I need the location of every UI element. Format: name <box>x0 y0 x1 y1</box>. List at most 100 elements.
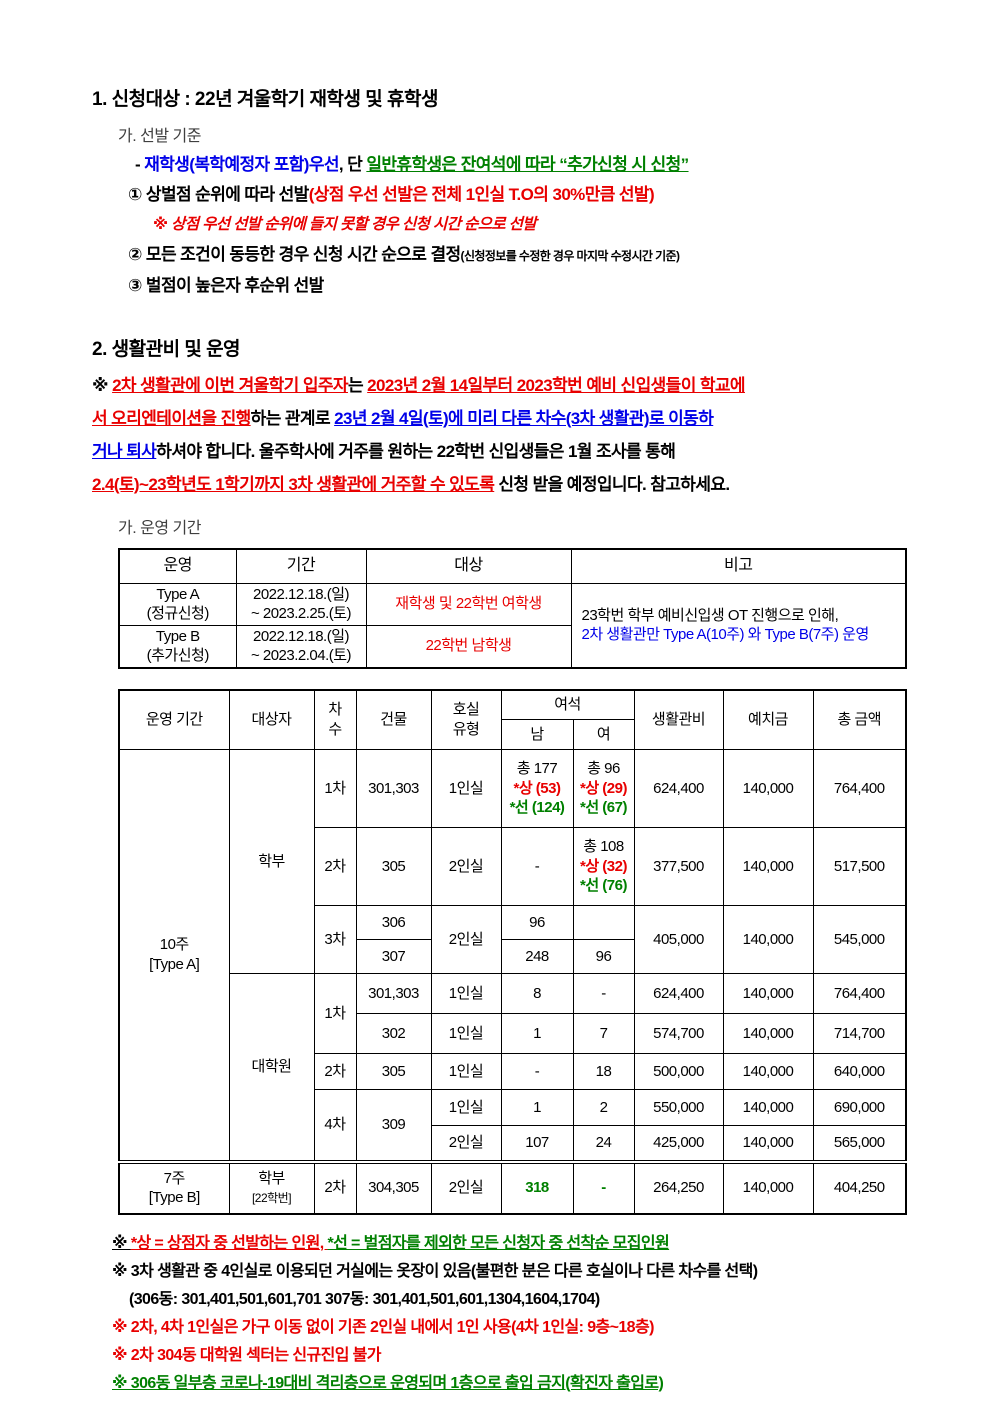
cell-male: 1 <box>500 1013 574 1054</box>
cell-room: 2인실 <box>430 1159 502 1214</box>
cell-undergrad: 학부 <box>228 749 315 974</box>
footnote-quarantine: ※ 306동 일부층 코로나-19대비 격리층으로 운영되며 1층으로 출입 금… <box>112 1374 664 1392</box>
cell-female: 2 <box>572 1089 635 1126</box>
cell-total: 565,000 <box>812 1125 907 1162</box>
cell-group-type-b: 7주 [Type B] <box>118 1159 230 1214</box>
fees-header-row-1: 운영 기간 대상자 차 수 건물 호실 유형 여석 생활관비 예치금 총 금액 <box>118 689 907 750</box>
table-row: 2차 305 2인실 - 총 108 *상 (32) *선 (76) 377,500… <box>119 827 907 906</box>
selection-item-1: ① 상벌점 순위에 따라 선발(상점 우선 선발은 전체 1인실 T.O의 30… <box>128 185 655 204</box>
cell-room: 1인실 <box>430 1013 502 1054</box>
section1-sub-label: 가. 선발 기준 <box>118 128 201 145</box>
cell-deposit: 140,000 <box>722 749 814 828</box>
cell-round: 2차 <box>313 827 357 906</box>
cell-male: 96 <box>500 905 574 940</box>
cell-room: 1인실 <box>430 1089 502 1126</box>
header-run: 운영 <box>118 548 237 584</box>
header-target: 대상 <box>365 548 572 584</box>
cell-male: 248 <box>500 939 574 974</box>
cell-period-b: 2022.12.18.(일) ~ 2023.2.04.(토) <box>235 624 367 668</box>
header-female: 여 <box>572 719 635 750</box>
cell-room: 1인실 <box>430 1053 502 1090</box>
header-vacancy: 여석 <box>500 689 635 720</box>
cell-deposit: 140,000 <box>722 1159 814 1214</box>
cell-total: 517,500 <box>812 827 907 906</box>
cell-building: 301,303 <box>355 749 432 828</box>
header-male: 남 <box>500 719 574 750</box>
cell-building: 305 <box>355 827 432 906</box>
cell-male: - <box>500 827 574 906</box>
cell-target-b: 22학번 남학생 <box>365 624 572 668</box>
cell-building: 305 <box>355 1053 432 1090</box>
cell-female: - <box>572 973 635 1014</box>
cell-fee: 377,500 <box>633 827 724 906</box>
cell-round: 1차 <box>313 973 357 1054</box>
cell-fee: 624,400 <box>633 973 724 1014</box>
cell-male: 318 <box>500 1159 574 1214</box>
cell-deposit: 140,000 <box>722 1125 814 1162</box>
cell-total: 764,400 <box>812 973 907 1014</box>
footnote-legend: ※ *상 = 상점자 중 선발하는 인원, *선 = 벌점자를 제외한 모든 신… <box>112 1234 670 1252</box>
cell-total: 545,000 <box>812 905 907 974</box>
header-target: 대상자 <box>228 689 315 750</box>
header-building: 건물 <box>355 689 432 750</box>
fees-table: 운영 기간 대상자 차 수 건물 호실 유형 여석 생활관비 예치금 총 금액 … <box>118 688 907 1215</box>
cell-male: 107 <box>500 1125 574 1162</box>
cell-room: 1인실 <box>430 749 502 828</box>
operation-period-table: 운영 기간 대상 비고 Type A (정규신청) 2022.12.18.(일)… <box>118 548 907 669</box>
cell-fee: 624,400 <box>633 749 724 828</box>
cell-female: 총 108 *상 (32) *선 (76) <box>572 827 635 906</box>
cell-deposit: 140,000 <box>722 827 814 906</box>
cell-building: 304,305 <box>355 1159 432 1214</box>
cell-male: 1 <box>500 1089 574 1126</box>
cell-male: 총 177 *상 (53) *선 (124) <box>500 749 574 828</box>
cell-group-type-a: 10주 [Type A] <box>118 749 230 1162</box>
cell-grad: 대학원 <box>228 973 315 1162</box>
cell-female <box>572 905 635 940</box>
selection-item-3: ③ 벌점이 높은자 후순위 선발 <box>128 276 324 295</box>
table-row: Type B (추가신청) 2022.12.18.(일) ~ 2023.2.04… <box>118 624 906 668</box>
footnote-grad-sector: ※ 2차 304동 대학원 섹터는 신규진입 불가 <box>112 1346 382 1364</box>
cell-total: 404,250 <box>812 1159 907 1214</box>
cell-undergrad-22: 학부 [22학번] <box>228 1159 315 1214</box>
cell-fee: 264,250 <box>633 1159 724 1214</box>
cell-building: 309 <box>355 1089 432 1162</box>
header-total: 총 금액 <box>812 689 907 750</box>
header-note: 비고 <box>570 548 907 584</box>
cell-building: 306 <box>355 905 432 940</box>
cell-type-b: Type B (추가신청) <box>118 624 237 668</box>
cell-building: 301,303 <box>355 973 432 1014</box>
table-row: 3차 306 2인실 96 405,000 140,000 545,000 <box>119 905 907 974</box>
cell-female: 총 96 *상 (29) *선 (67) <box>572 749 635 828</box>
cell-fee: 500,000 <box>633 1053 724 1090</box>
cell-round: 2차 <box>313 1053 357 1090</box>
header-period: 운영 기간 <box>118 689 230 750</box>
cell-room: 2인실 <box>430 827 502 906</box>
selection-item-2: ② 모든 조건이 동등한 경우 신청 시간 순으로 결정(신청정보를 수정한 경… <box>128 245 680 264</box>
header-fee: 생활관비 <box>633 689 724 750</box>
cell-total: 690,000 <box>812 1089 907 1126</box>
cell-fee: 425,000 <box>633 1125 724 1162</box>
header-deposit: 예치금 <box>722 689 814 750</box>
cell-round: 3차 <box>313 905 357 974</box>
cell-room: 2인실 <box>430 905 502 974</box>
cell-round: 2차 <box>313 1159 357 1214</box>
table-header-row: 운영 기간 대상 비고 <box>118 548 907 584</box>
cell-female: 24 <box>572 1125 635 1162</box>
header-period: 기간 <box>235 548 367 584</box>
cell-female: 18 <box>572 1053 635 1090</box>
header-room-type: 호실 유형 <box>430 689 502 750</box>
cell-round: 1차 <box>313 749 357 828</box>
cell-note: 23학번 학부 예비신입생 OT 진행으로 인해, 2차 생활관만 Type A(… <box>570 582 907 668</box>
cell-total: 640,000 <box>812 1053 907 1090</box>
table-row: Type A (정규신청) 2022.12.18.(일) ~ 2023.2.25… <box>118 582 907 668</box>
priority-line: - 재학생(복학예정자 포함)우선, 단 일반휴학생은 잔여석에 따라 “추가신… <box>135 155 689 174</box>
table-row: 302 1인실 1 7 574,700 140,000 714,700 <box>119 1013 907 1054</box>
section2-sub-label: 가. 운영 기간 <box>118 520 201 537</box>
cell-female: - <box>572 1159 635 1214</box>
cell-fee: 550,000 <box>633 1089 724 1126</box>
cell-male: 8 <box>500 973 574 1014</box>
cell-female: 7 <box>572 1013 635 1054</box>
cell-round: 4차 <box>313 1089 357 1162</box>
header-round: 차 수 <box>313 689 357 750</box>
